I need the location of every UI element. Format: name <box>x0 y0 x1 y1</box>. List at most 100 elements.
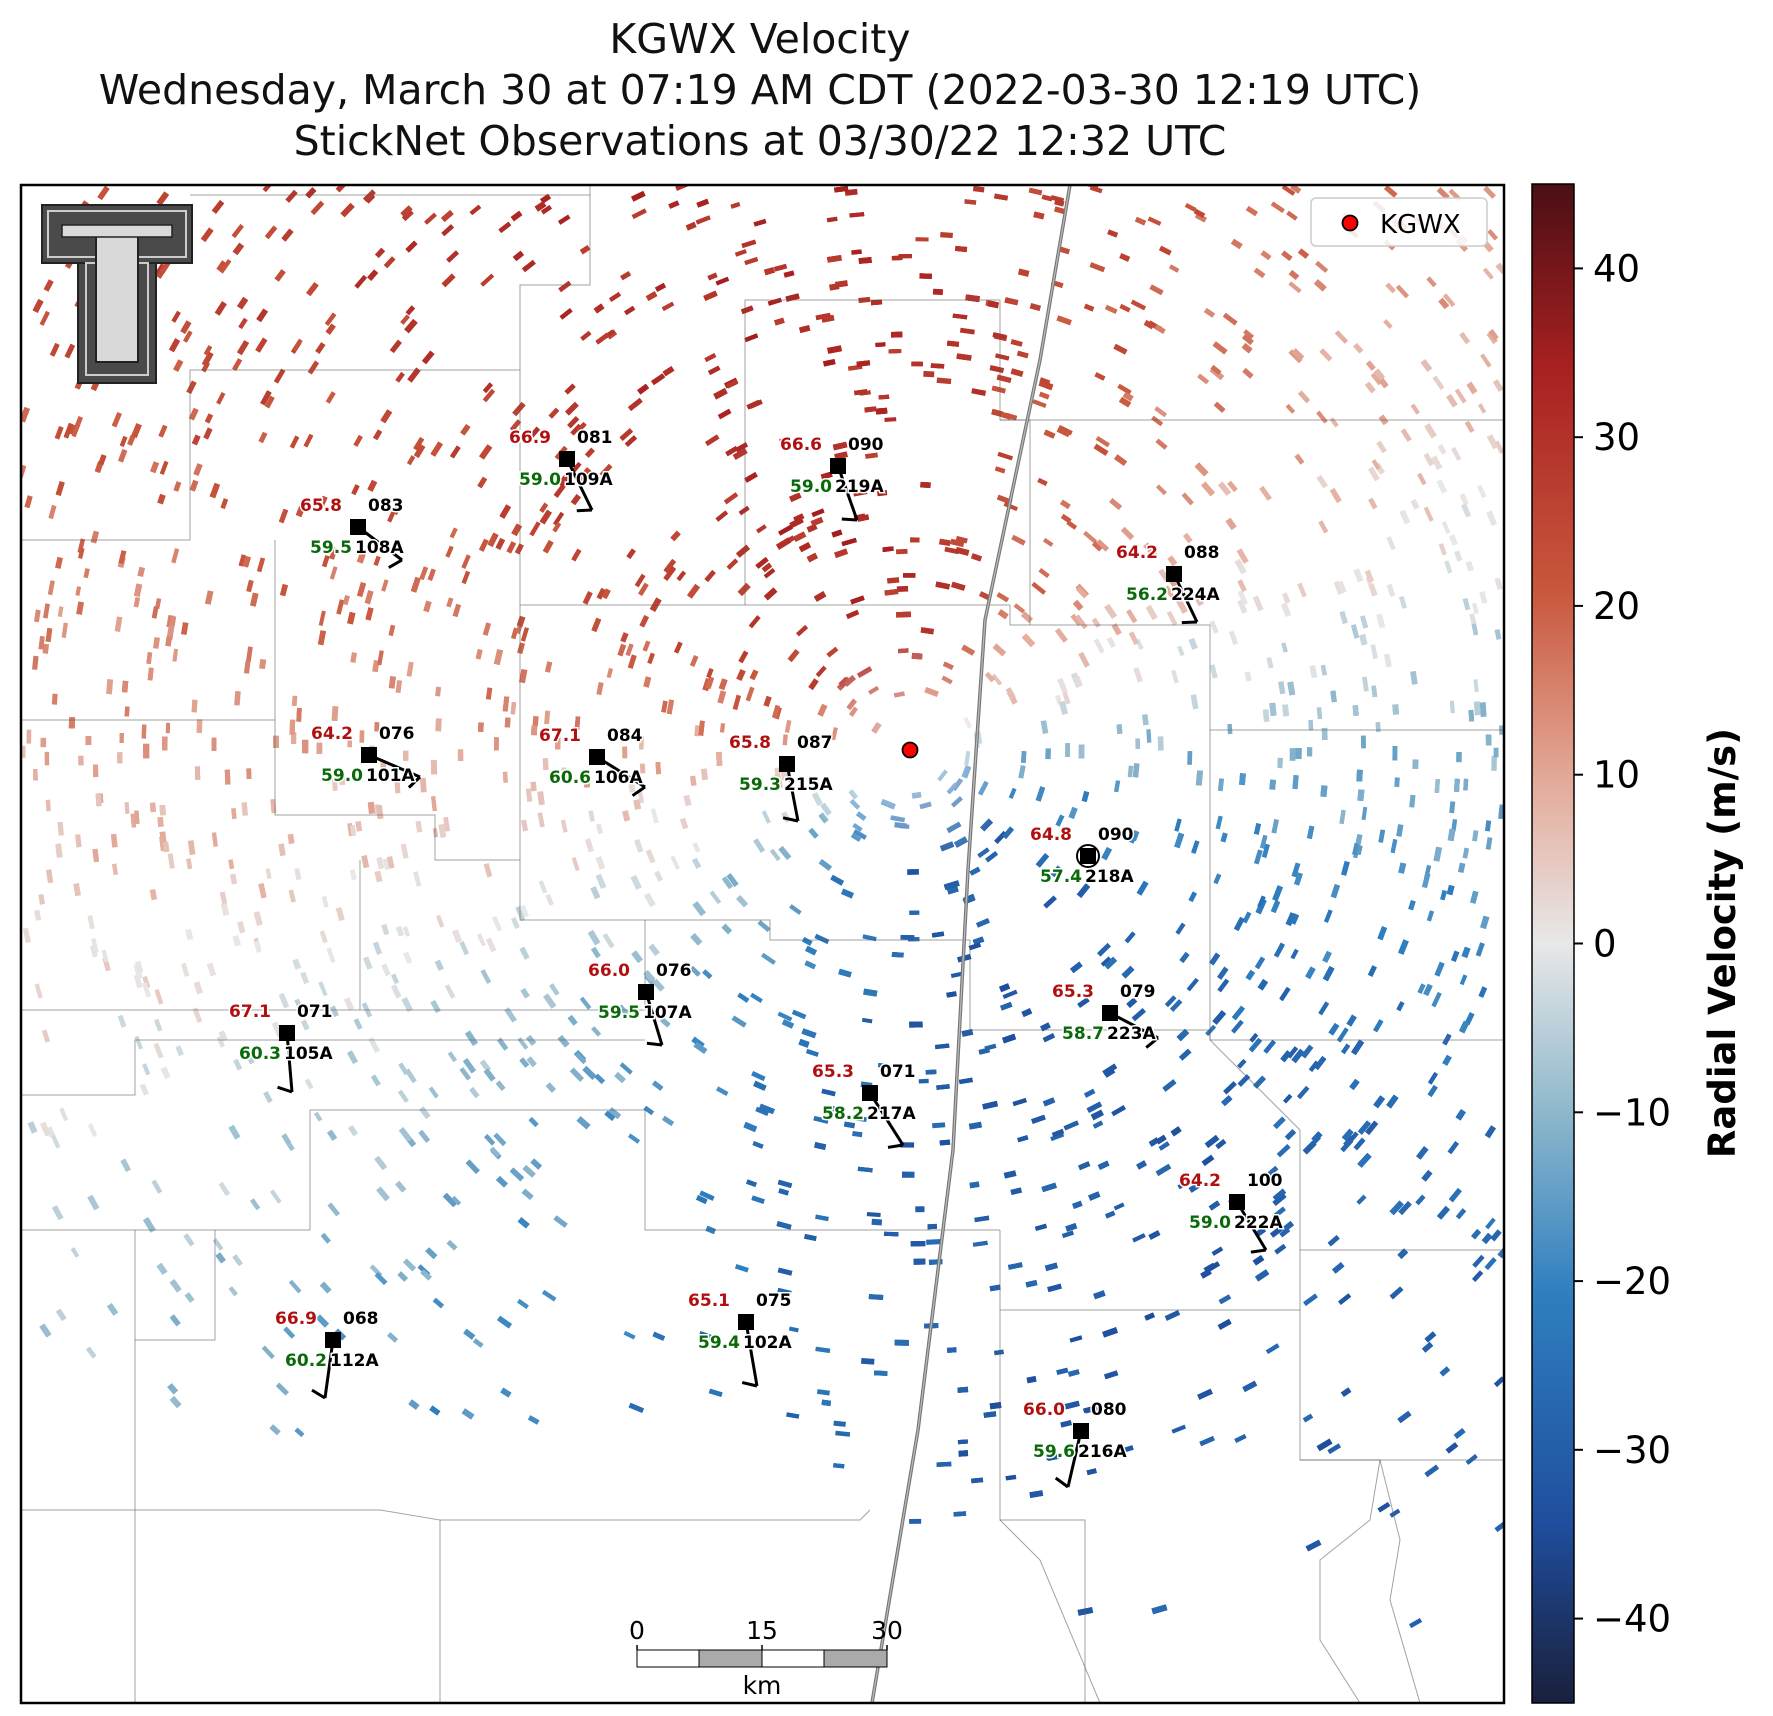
station-217A: 65.3 071 58.2 217A <box>811 1061 918 1149</box>
station-marker <box>862 1085 878 1101</box>
wind-barb-flag <box>388 558 403 569</box>
station-id: 109A <box>564 470 613 490</box>
station-marker <box>1102 1005 1118 1021</box>
station-215A: 65.8 087 59.3 215A <box>728 732 835 823</box>
station-102A: 65.1 075 59.4 102A <box>687 1290 794 1388</box>
wind-barb-staff <box>368 753 421 779</box>
station-wind-dir: 087 <box>797 733 833 753</box>
station-wind-dir: 088 <box>1184 543 1220 563</box>
wind-barb-flag <box>407 775 422 789</box>
station-dewpoint: 59.4 <box>698 1333 740 1353</box>
station-id: 218A <box>1085 867 1134 887</box>
colorbar-gradient <box>1531 183 1575 1704</box>
station-224A: 64.2 088 56.2 224A <box>1115 542 1222 625</box>
station-dewpoint: 59.0 <box>321 766 363 786</box>
station-marker <box>738 1314 754 1330</box>
radar-site-dot <box>901 741 919 759</box>
wind-barb-flag <box>1250 1248 1267 1254</box>
station-temp: 64.8 <box>1030 825 1072 845</box>
station-dewpoint: 59.5 <box>310 538 352 558</box>
station-dewpoint: 59.5 <box>598 1003 640 1023</box>
station-temp: 66.9 <box>509 428 551 448</box>
wind-barb-staff <box>744 1321 759 1387</box>
station-id: 216A <box>1078 1442 1127 1462</box>
station-dewpoint: 59.6 <box>1033 1442 1075 1462</box>
title-line-2: Wednesday, March 30 at 07:19 AM CDT (202… <box>98 66 1422 114</box>
station-218A: 64.8 090 57.4 218A <box>1029 824 1136 889</box>
wind-barb-flag <box>887 1143 904 1149</box>
station-dewpoint: 60.3 <box>239 1044 281 1064</box>
station-wind-dir: 076 <box>656 961 692 981</box>
station-wind-dir: 071 <box>297 1002 333 1022</box>
station-marker <box>279 1025 295 1041</box>
station-216A: 66.0 080 59.6 216A <box>1022 1399 1129 1489</box>
station-marker <box>638 984 654 1000</box>
station-marker <box>325 1332 341 1348</box>
station-dewpoint: 58.2 <box>822 1104 864 1124</box>
wind-barb-flag <box>741 1381 758 1388</box>
station-temp: 64.2 <box>1179 1171 1221 1191</box>
station-dewpoint: 57.4 <box>1040 867 1082 887</box>
station-marker <box>361 747 377 763</box>
station-temp: 66.9 <box>275 1309 317 1329</box>
station-marker <box>1166 566 1182 582</box>
station-101A: 64.2 076 59.0 101A <box>310 723 422 789</box>
station-223A: 65.3 079 58.7 223A <box>1051 981 1159 1049</box>
map-title: KGWX Velocity Wednesday, March 30 at 07:… <box>0 14 1520 167</box>
legend-radar-marker <box>1341 214 1359 232</box>
station-wind-dir: 084 <box>607 726 643 746</box>
wind-barb-staff <box>836 465 859 521</box>
scale-bar: 0 15 30 km <box>629 1616 903 1700</box>
station-106A: 67.1 084 60.6 106A <box>538 725 646 797</box>
county-boundaries <box>21 185 1504 1703</box>
station-temp: 64.2 <box>311 724 353 744</box>
wind-barb-flag <box>841 517 858 522</box>
station-marker <box>779 756 795 772</box>
station-107A: 66.0 076 59.5 107A <box>587 960 694 1047</box>
scale-tick-0: 0 <box>629 1616 645 1645</box>
calm-wind-circle <box>1076 844 1100 868</box>
title-line-3: StickNet Observations at 03/30/22 12:32 … <box>293 117 1227 165</box>
station-id: 224A <box>1171 585 1220 605</box>
radar-site-marker <box>896 736 924 764</box>
station-marker <box>1073 1423 1089 1439</box>
map-legend: KGWX <box>1310 197 1488 247</box>
station-temp: 67.1 <box>539 726 581 746</box>
station-temp: 65.8 <box>300 496 342 516</box>
station-dewpoint: 59.3 <box>739 775 781 795</box>
station-wind-dir: 100 <box>1247 1171 1283 1191</box>
colorbar-label: Radial Velocity (m/s) <box>1701 728 1744 1158</box>
station-dewpoint: 60.2 <box>285 1351 327 1371</box>
station-wind-dir: 079 <box>1120 982 1156 1002</box>
station-wind-dir: 075 <box>756 1291 792 1311</box>
title-line-1: KGWX Velocity <box>609 15 911 63</box>
station-id: 217A <box>867 1104 916 1124</box>
station-dewpoint: 59.0 <box>519 470 561 490</box>
station-wind-dir: 080 <box>1091 1400 1127 1420</box>
colorbar-tick-label: 40 <box>1593 247 1640 290</box>
wind-barb-flag <box>782 816 799 823</box>
wind-barb-staff <box>1066 1430 1083 1488</box>
station-dewpoint: 60.6 <box>549 768 591 788</box>
station-wind-dir: 076 <box>379 724 415 744</box>
station-112A: 66.9 068 60.2 112A <box>274 1308 381 1400</box>
wind-barb-staff <box>644 991 664 1046</box>
station-dewpoint: 56.2 <box>1126 585 1168 605</box>
station-marker <box>350 519 366 535</box>
station-id: 107A <box>643 1003 692 1023</box>
station-temp: 66.0 <box>1023 1400 1065 1420</box>
colorbar-tick-label: −30 <box>1593 1429 1671 1472</box>
wind-barb-staff <box>785 763 800 822</box>
station-marker <box>1229 1194 1245 1210</box>
station-temp: 66.0 <box>588 961 630 981</box>
colorbar-tick-label: −40 <box>1593 1598 1671 1641</box>
station-id: 105A <box>284 1044 333 1064</box>
wind-barb-flag <box>1145 1036 1159 1049</box>
station-109A: 66.9 081 59.0 109A <box>508 427 615 513</box>
map-frame <box>19 183 1506 1705</box>
wind-barb-staff <box>285 1032 294 1093</box>
colorbar-tick-label: 20 <box>1593 585 1640 628</box>
station-108A: 65.8 083 59.5 108A <box>299 495 406 569</box>
wind-barb-flag <box>1054 1476 1069 1489</box>
